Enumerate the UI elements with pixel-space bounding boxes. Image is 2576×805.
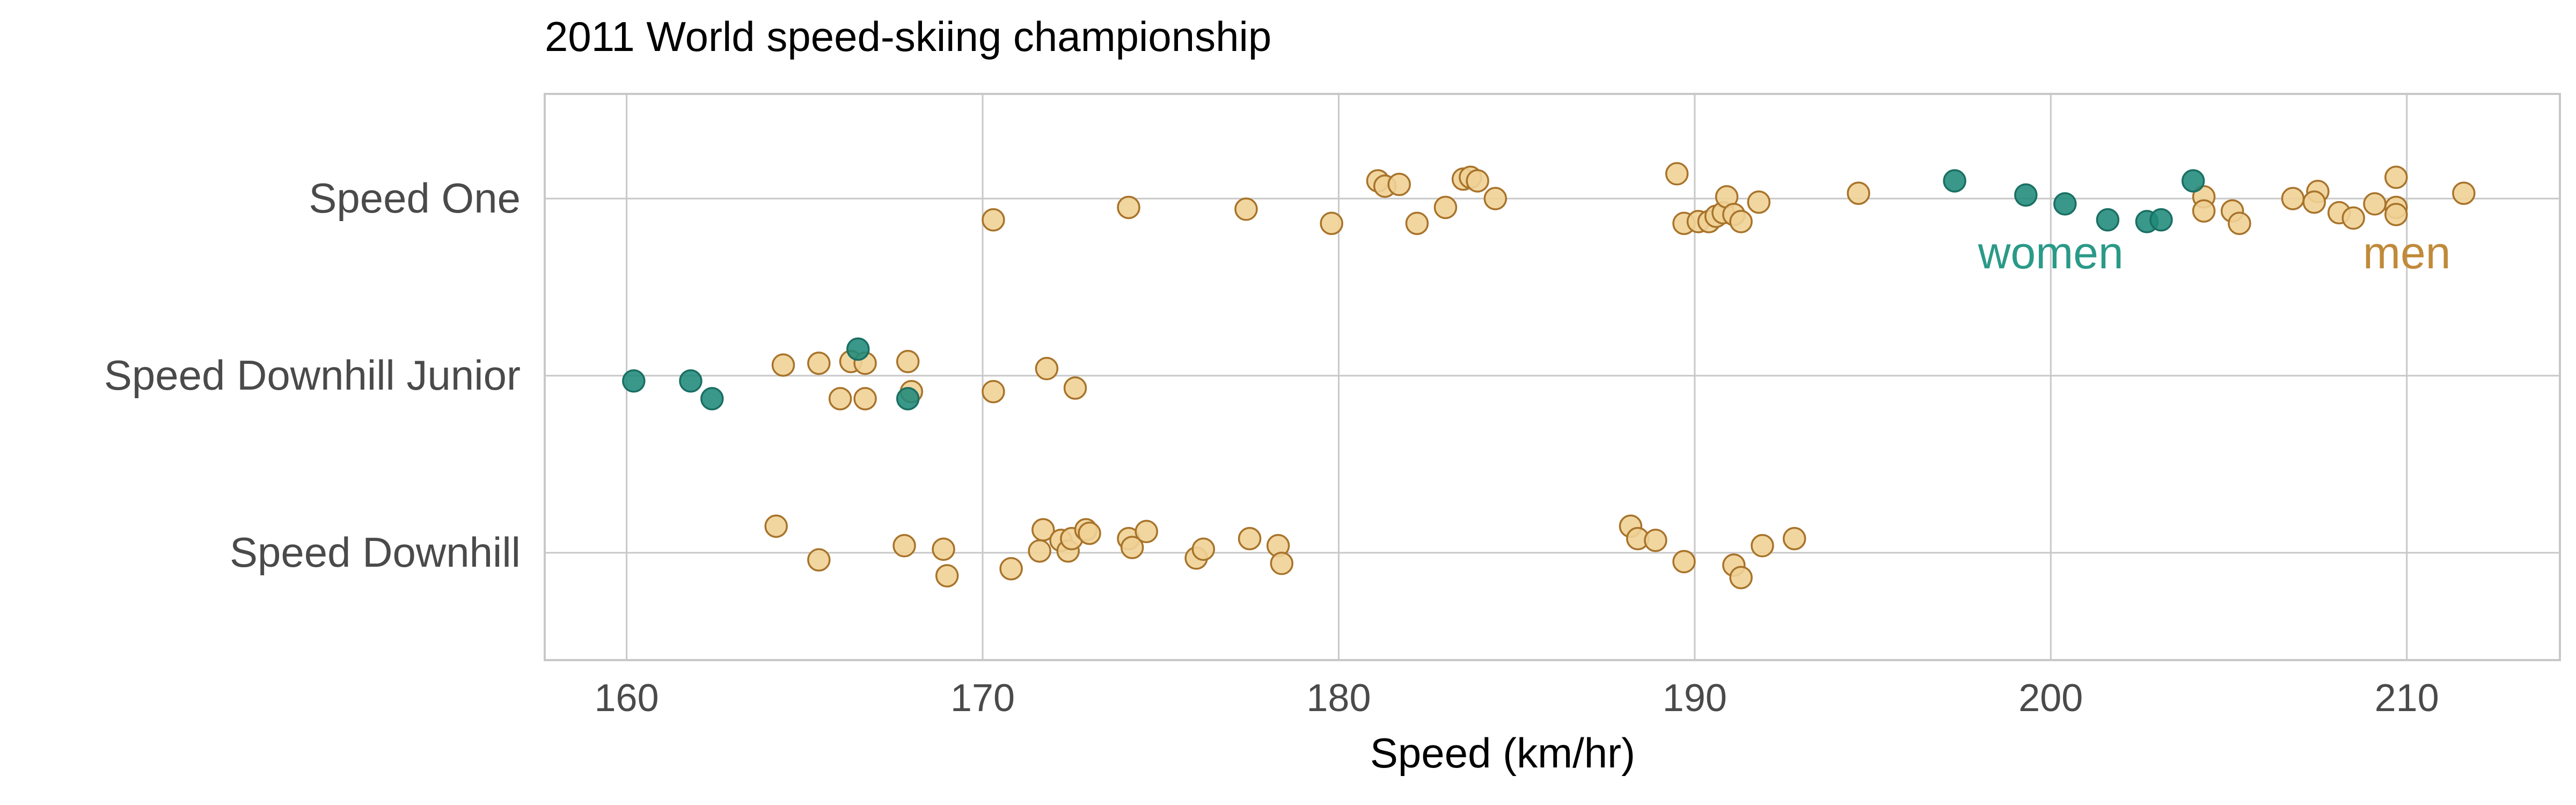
women-point <box>2181 169 2205 193</box>
men-point <box>828 387 852 411</box>
men-point <box>1191 537 1216 561</box>
men-point <box>1782 526 1806 551</box>
men-point <box>935 564 959 588</box>
women-point <box>1943 169 1966 193</box>
men-point <box>2341 206 2365 230</box>
men-point <box>892 534 916 558</box>
men-point <box>2228 211 2251 235</box>
x-axis-title: Speed (km/hr) <box>1370 729 1635 777</box>
men-point <box>896 349 920 374</box>
men-point <box>1665 162 1689 186</box>
men-point <box>1847 181 1870 205</box>
y-tick-label: Speed Downhill <box>230 529 521 576</box>
men-point <box>1466 169 1489 193</box>
men-point <box>1035 357 1059 380</box>
men-point <box>1135 519 1158 544</box>
x-tick-label: 200 <box>2018 677 2083 720</box>
men-point <box>1747 190 1771 214</box>
men-point <box>1238 526 1262 551</box>
men-point <box>1433 195 1458 219</box>
men-point <box>1063 376 1087 400</box>
x-tick-label: 170 <box>950 677 1015 720</box>
men-point <box>1729 210 1753 233</box>
x-tick-label: 190 <box>1663 677 1727 720</box>
men-point <box>807 352 831 375</box>
men-point <box>1729 566 1753 589</box>
women-point <box>2149 208 2173 232</box>
women-point <box>846 337 870 361</box>
men-point <box>1387 172 1411 196</box>
chart-title: 2011 World speed-skiing championship <box>545 13 1271 60</box>
men-point <box>807 548 831 572</box>
men-point <box>982 379 1005 404</box>
men-point <box>1672 550 1696 574</box>
men-point <box>932 537 955 561</box>
men-point <box>1117 195 1140 219</box>
men-point <box>2281 187 2305 210</box>
men-point <box>853 387 877 411</box>
plot-area: 160 170 180 190 200 210 Speed One Speed Downhil… <box>104 93 2561 720</box>
men-point <box>1031 518 1055 541</box>
men-point <box>1234 197 1258 221</box>
women-point <box>896 387 920 411</box>
x-tick-label: 160 <box>595 677 659 720</box>
men-point <box>764 514 788 538</box>
women-point <box>2096 208 2120 232</box>
x-tick-label: 180 <box>1306 677 1371 720</box>
women-point <box>2014 183 2038 207</box>
y-tick-label: Speed Downhill Junior <box>104 352 521 399</box>
x-tick-label: 210 <box>2375 677 2439 720</box>
women-point <box>622 369 646 393</box>
men-point <box>1270 552 1294 575</box>
men-point <box>1120 536 1144 559</box>
men-label: men <box>2363 228 2450 278</box>
men-point <box>1028 539 1051 563</box>
men-point <box>1078 521 1101 545</box>
women-point <box>700 387 724 411</box>
men-point <box>2363 192 2387 216</box>
men-point <box>2302 190 2326 214</box>
men-point <box>982 208 1005 232</box>
men-point <box>1644 529 1667 552</box>
women-point <box>2053 192 2077 216</box>
y-tick-label: Speed One <box>309 174 521 222</box>
men-point <box>999 557 1023 581</box>
men-point <box>2384 165 2408 189</box>
women-point <box>679 369 702 393</box>
men-point <box>1483 187 1507 210</box>
men-point <box>1405 211 1429 235</box>
men-point <box>2452 181 2476 205</box>
men-point <box>1320 211 1343 235</box>
men-point <box>771 353 795 377</box>
plot-frame <box>544 93 2561 661</box>
men-point <box>2192 199 2216 223</box>
women-label: women <box>1978 228 2124 278</box>
men-point <box>2384 202 2408 226</box>
men-point <box>1751 534 1774 558</box>
